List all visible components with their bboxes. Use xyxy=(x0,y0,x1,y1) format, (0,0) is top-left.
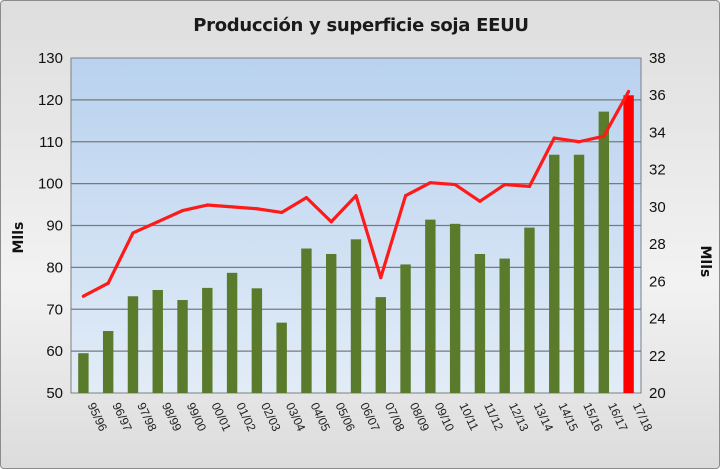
chart-title: Producción y superficie soja EEUU xyxy=(193,15,529,36)
bar xyxy=(152,289,163,393)
y-left-tick-label: 60 xyxy=(46,343,63,360)
line-point xyxy=(131,231,135,235)
y-left-tick-label: 110 xyxy=(39,134,63,151)
y-left-tick-label: 70 xyxy=(46,301,63,318)
line-point xyxy=(552,136,556,140)
x-tick-label: 07/08 xyxy=(382,400,408,433)
line-point xyxy=(627,89,631,94)
bar xyxy=(623,95,634,394)
bar xyxy=(449,223,461,393)
y-right-tick-label: 38 xyxy=(649,50,666,67)
y-left-tick-label: 80 xyxy=(46,259,63,276)
line-point xyxy=(81,294,85,298)
y-left-axis-label: Mlls xyxy=(11,222,27,254)
bar xyxy=(326,253,337,393)
bar xyxy=(251,288,263,393)
line-point xyxy=(527,184,532,189)
line-point xyxy=(205,203,209,207)
bar xyxy=(598,111,610,393)
line-point xyxy=(453,182,457,187)
x-tick-label: 12/13 xyxy=(506,400,532,433)
line-point xyxy=(280,210,284,215)
x-tick-label: 14/15 xyxy=(556,400,582,433)
x-tick-label: 10/11 xyxy=(456,400,481,433)
bar xyxy=(301,248,312,393)
bar xyxy=(375,297,386,393)
bar xyxy=(549,154,560,393)
bar xyxy=(177,300,188,393)
y-right-tick-label: 36 xyxy=(649,87,666,104)
bar xyxy=(400,264,411,393)
x-tick-label: 04/05 xyxy=(308,400,334,433)
bar xyxy=(499,258,510,393)
x-tick-label: 98/99 xyxy=(159,400,185,433)
line-point xyxy=(329,220,333,224)
bar xyxy=(350,239,362,393)
y-right-tick-label: 28 xyxy=(649,236,666,253)
y-right-tick-label: 22 xyxy=(649,348,666,365)
bar xyxy=(226,272,238,393)
line-point xyxy=(478,199,482,203)
y-left-tick-label: 130 xyxy=(38,50,63,67)
x-tick-label: 05/06 xyxy=(332,400,358,433)
line-point xyxy=(354,194,358,198)
bar xyxy=(202,287,213,393)
y-left-tick-label: 50 xyxy=(46,385,63,402)
line-point xyxy=(403,194,408,198)
y-right-tick-label: 30 xyxy=(649,199,666,216)
x-tick-label: 11/12 xyxy=(481,400,506,433)
bar xyxy=(102,331,114,393)
line-point xyxy=(156,220,160,224)
bar xyxy=(425,219,436,393)
bar xyxy=(524,227,535,393)
x-tick-label: 96/97 xyxy=(109,400,135,433)
bar xyxy=(474,253,486,393)
y-right-tick-label: 26 xyxy=(649,273,666,290)
line-point xyxy=(602,134,606,138)
x-tick-label: 02/03 xyxy=(258,400,284,433)
bar xyxy=(78,353,89,393)
x-tick-label: 01/02 xyxy=(233,400,259,433)
bar xyxy=(573,154,585,393)
x-tick-label: 00/01 xyxy=(209,400,235,433)
x-tick-label: 15/16 xyxy=(580,400,606,433)
bar xyxy=(127,296,139,393)
y-left-tick-label: 120 xyxy=(38,92,63,109)
x-tick-label: 97/98 xyxy=(134,400,160,433)
line-point xyxy=(304,195,309,200)
line-point xyxy=(255,207,259,211)
line-point xyxy=(428,181,432,185)
x-tick-label: 06/07 xyxy=(357,400,383,433)
line-point xyxy=(577,140,581,144)
x-tick-label: 13/14 xyxy=(531,400,557,433)
y-right-tick-label: 20 xyxy=(649,385,666,402)
y-right-tick-label: 24 xyxy=(649,311,666,328)
bar xyxy=(276,322,287,393)
x-tick-label: 99/00 xyxy=(184,400,210,433)
x-tick-label: 95/96 xyxy=(85,400,111,433)
y-left-tick-label: 100 xyxy=(38,176,63,193)
line-point xyxy=(379,276,383,280)
line-point xyxy=(230,205,234,209)
y-right-tick-label: 34 xyxy=(649,124,666,141)
line-point xyxy=(180,209,185,213)
line-point xyxy=(106,281,110,285)
x-tick-label: 09/10 xyxy=(432,400,458,433)
y-right-tick-label: 32 xyxy=(649,162,666,179)
x-tick-label: 08/09 xyxy=(407,400,433,433)
x-tick-label: 17/18 xyxy=(630,400,656,433)
x-tick-label: 16/17 xyxy=(605,400,631,433)
y-left-tick-label: 90 xyxy=(46,218,63,235)
x-tick-label: 03/04 xyxy=(283,400,309,433)
y-right-axis-label: Mlls xyxy=(697,246,713,278)
line-point xyxy=(503,182,507,187)
